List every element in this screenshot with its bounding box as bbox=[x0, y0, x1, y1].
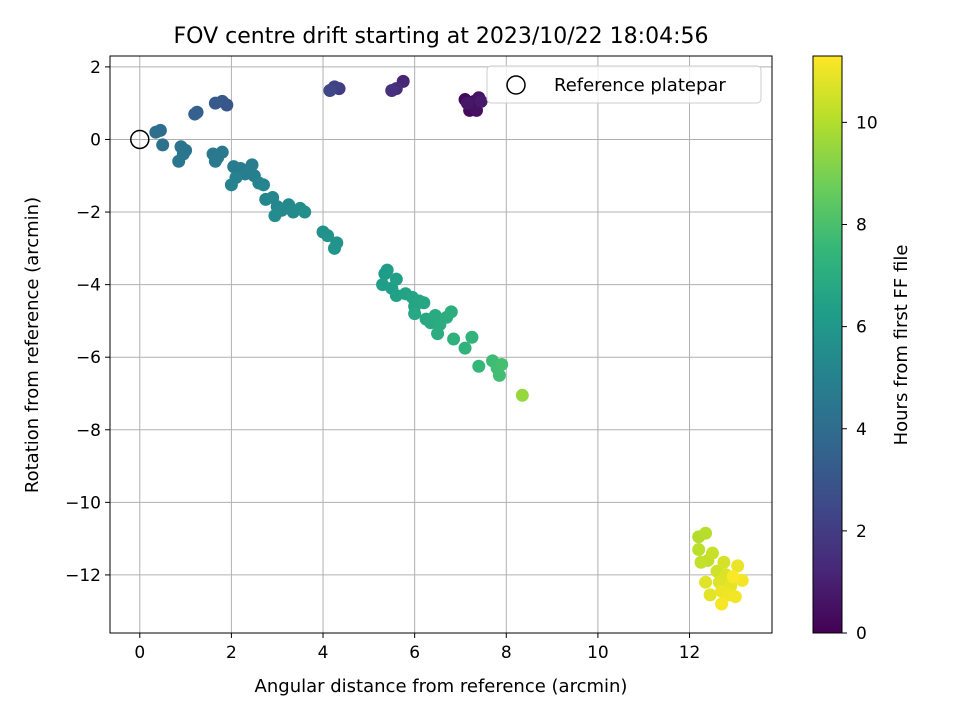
colorbar-tick-label: 2 bbox=[856, 522, 867, 542]
x-axis-label: Angular distance from reference (arcmin) bbox=[255, 676, 628, 697]
data-point bbox=[323, 83, 337, 97]
data-point bbox=[703, 588, 717, 602]
data-point bbox=[417, 296, 431, 310]
colorbar bbox=[812, 55, 843, 634]
data-point bbox=[321, 229, 335, 243]
data-point bbox=[298, 205, 312, 219]
data-point bbox=[208, 96, 222, 110]
data-point bbox=[495, 357, 509, 371]
data-point bbox=[245, 158, 259, 172]
data-point bbox=[717, 555, 731, 569]
y-axis-ticks: 2 0 −2 −4 −6 −8 −10 −12 bbox=[65, 58, 110, 586]
plot-frame bbox=[109, 55, 773, 634]
colorbar-tick-label: 0 bbox=[856, 624, 867, 644]
y-tick-label: −8 bbox=[76, 421, 101, 441]
data-point bbox=[447, 332, 461, 346]
data-point bbox=[408, 307, 422, 321]
data-point bbox=[188, 107, 202, 121]
colorbar-tick-label: 10 bbox=[856, 113, 878, 133]
y-tick-label: −6 bbox=[76, 348, 101, 368]
data-point bbox=[385, 83, 399, 97]
data-point bbox=[694, 555, 708, 569]
colorbar-tick-label: 4 bbox=[856, 420, 867, 440]
data-point bbox=[705, 546, 719, 560]
data-point bbox=[380, 263, 394, 277]
x-tick-label: 12 bbox=[679, 643, 701, 663]
data-point bbox=[256, 178, 270, 192]
data-point bbox=[208, 154, 222, 168]
data-point bbox=[431, 327, 445, 341]
data-point bbox=[699, 526, 713, 540]
data-point bbox=[492, 368, 506, 382]
data-point bbox=[699, 575, 713, 589]
y-tick-label: 2 bbox=[90, 58, 101, 78]
data-point bbox=[474, 94, 488, 108]
data-point bbox=[224, 178, 238, 192]
data-point bbox=[149, 125, 163, 139]
x-tick-label: 8 bbox=[501, 643, 512, 663]
x-tick-label: 0 bbox=[134, 643, 145, 663]
y-tick-label: −10 bbox=[65, 493, 101, 513]
legend-label: Reference platepar bbox=[554, 75, 726, 96]
x-tick-label: 4 bbox=[318, 643, 329, 663]
data-point bbox=[692, 543, 706, 557]
y-axis-label: Rotation from reference (arcmin) bbox=[22, 197, 43, 493]
data-point bbox=[726, 570, 740, 584]
x-tick-label: 10 bbox=[587, 643, 609, 663]
y-tick-label: −4 bbox=[76, 276, 101, 296]
scatter-points bbox=[130, 74, 749, 611]
colorbar-label: Hours from first FF file bbox=[891, 245, 912, 446]
y-tick-label: 0 bbox=[90, 130, 101, 150]
x-tick-label: 6 bbox=[409, 643, 420, 663]
data-point bbox=[389, 272, 403, 286]
x-axis-ticks: 0 2 4 6 8 10 12 bbox=[134, 633, 700, 663]
data-point bbox=[215, 145, 229, 159]
legend-box bbox=[486, 65, 762, 104]
colorbar-tick-label: 8 bbox=[856, 216, 867, 236]
x-tick-label: 2 bbox=[226, 643, 237, 663]
grid bbox=[110, 56, 772, 633]
data-point bbox=[444, 305, 458, 319]
legend: Reference platepar bbox=[486, 65, 762, 104]
data-point bbox=[472, 359, 486, 373]
data-point bbox=[172, 154, 186, 168]
data-point bbox=[458, 341, 472, 355]
chart-title: FOV centre drift starting at 2023/10/22 … bbox=[174, 24, 709, 49]
data-point bbox=[728, 590, 742, 604]
y-tick-label: −12 bbox=[65, 566, 101, 586]
colorbar-tick-label: 6 bbox=[856, 318, 867, 338]
data-point bbox=[731, 559, 745, 573]
data-point bbox=[515, 388, 529, 402]
y-tick-label: −2 bbox=[76, 203, 101, 223]
data-point bbox=[715, 597, 729, 611]
data-point bbox=[327, 241, 341, 255]
data-point bbox=[465, 330, 479, 344]
colorbar-ticks: 0 2 4 6 8 10 bbox=[842, 113, 878, 644]
data-point bbox=[460, 96, 474, 110]
legend-marker-circle bbox=[506, 75, 526, 95]
data-point bbox=[156, 138, 170, 152]
reference-platepar-point bbox=[130, 129, 150, 150]
data-point bbox=[268, 209, 282, 223]
